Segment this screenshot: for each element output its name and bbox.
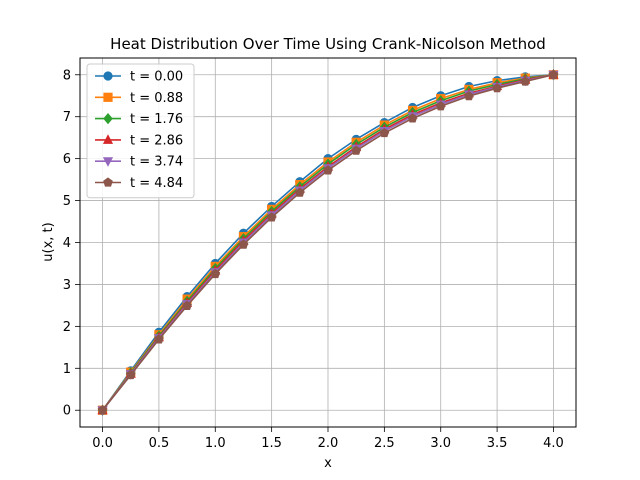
data-point [182,300,192,310]
y-tick-label: 1 [63,362,71,377]
grid [80,58,576,427]
data-point [520,76,531,86]
legend-label: t = 0.00 [130,70,183,85]
legend-label: t = 0.88 [130,91,183,106]
legend: t = 0.00 t = 0.88 t = 1.76 t = 2.86 t = 3.74… [86,63,195,199]
legend-marker [103,112,113,125]
legend-entry: t = 2.86 [95,133,183,148]
x-tick-label: 0.5 [149,436,170,451]
data-point [125,369,136,380]
legend-entry: t = 1.76 [95,112,183,127]
x-tick-label: 1.5 [261,436,282,451]
data-point [266,212,277,222]
legend-label: t = 3.74 [130,155,183,170]
data-point [464,91,474,101]
y-tick-label: 7 [63,110,71,125]
legend-label: t = 1.76 [130,112,183,127]
legend-marker [103,71,113,81]
series-layer [97,69,559,416]
data-point [351,145,362,155]
chart-title: Heat Distribution Over Time Using Crank-… [110,35,546,53]
y-tick-label: 6 [63,152,71,167]
x-tick-label: 2.0 [318,436,339,451]
legend-label: t = 2.86 [130,133,183,148]
legend-entry: t = 0.88 [95,91,183,106]
data-point [323,165,333,175]
y-tick-label: 3 [63,278,71,293]
series-5 [97,69,559,415]
data-point [379,127,390,138]
data-point [548,69,559,79]
y-tick-label: 0 [63,404,71,419]
data-point [97,405,108,415]
data-point [238,239,249,249]
data-point [294,187,305,197]
x-axis-label: x [324,456,332,471]
legend-marker [102,157,114,167]
legend-entry: t = 4.84 [95,176,183,191]
legend-marker [102,134,114,144]
x-tick-label: 3.5 [487,436,508,451]
x-tick-label: 4.0 [543,436,564,451]
x-tick-label: 3.0 [430,436,451,451]
legend-entry: t = 3.74 [95,155,183,170]
legend-marker [103,92,113,102]
data-point [492,83,502,93]
y-tick-label: 8 [63,68,71,83]
legend-entry: t = 0.00 [95,70,183,85]
x-tick-label: 1.0 [205,436,226,451]
legend-label: t = 4.84 [130,176,183,191]
y-tick-label: 4 [63,236,71,251]
data-point [210,268,221,279]
y-tick-label: 2 [63,320,71,335]
ticks: 0.0 0.5 1.0 1.5 2.0 2.5 3.0 3.5 4.0 0 1 2 3 4 5 6 7 8 [63,68,564,451]
data-point [154,334,164,344]
y-tick-label: 5 [63,194,71,209]
y-axis-label: u(x, t) [41,222,56,261]
data-point [435,101,446,111]
x-tick-label: 0.0 [92,436,113,451]
data-point [407,113,418,123]
x-tick-label: 2.5 [374,436,395,451]
legend-marker [103,177,113,187]
